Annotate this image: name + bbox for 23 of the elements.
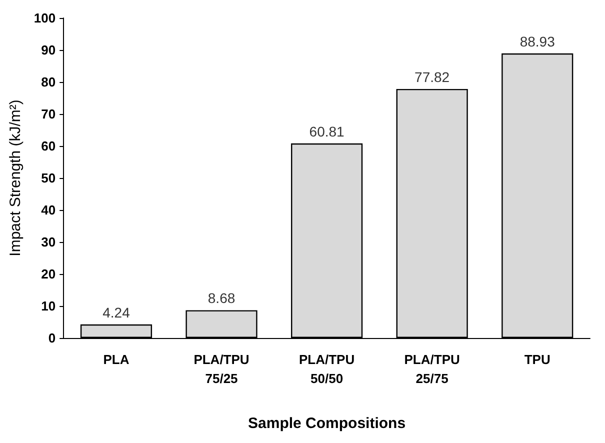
y-axis-title: Impact Strength (kJ/m²)	[7, 100, 24, 256]
y-tick-label: 50	[41, 170, 56, 186]
y-tick-label: 0	[48, 330, 56, 346]
x-tick-label: PLA/TPU 25/75	[404, 352, 460, 386]
y-tick-label: 40	[41, 202, 56, 218]
x-axis-title: Sample Compositions	[248, 415, 406, 432]
x-tick-label: PLA	[103, 352, 130, 367]
data-label: 77.82	[414, 68, 450, 85]
y-tick-label: 70	[41, 106, 56, 122]
data-label: 88.93	[520, 33, 556, 50]
x-tick-label: PLA/TPU 75/25	[194, 352, 250, 386]
y-tick-label: 30	[41, 234, 56, 250]
data-label: 4.24	[102, 304, 130, 320]
y-tick-label: 100	[34, 10, 56, 26]
x-tick-label: PLA/TPU 50/50	[298, 352, 355, 386]
y-tick-label: 80	[41, 74, 56, 90]
y-tick-label: 90	[41, 42, 56, 58]
y-tick-label: 60	[41, 138, 56, 154]
y-tick-label: 10	[41, 298, 56, 314]
data-label: 60.81	[309, 123, 345, 140]
x-tick-label: TPU	[524, 352, 550, 367]
y-tick-label: 20	[41, 266, 56, 282]
data-label: 8.68	[208, 290, 236, 306]
